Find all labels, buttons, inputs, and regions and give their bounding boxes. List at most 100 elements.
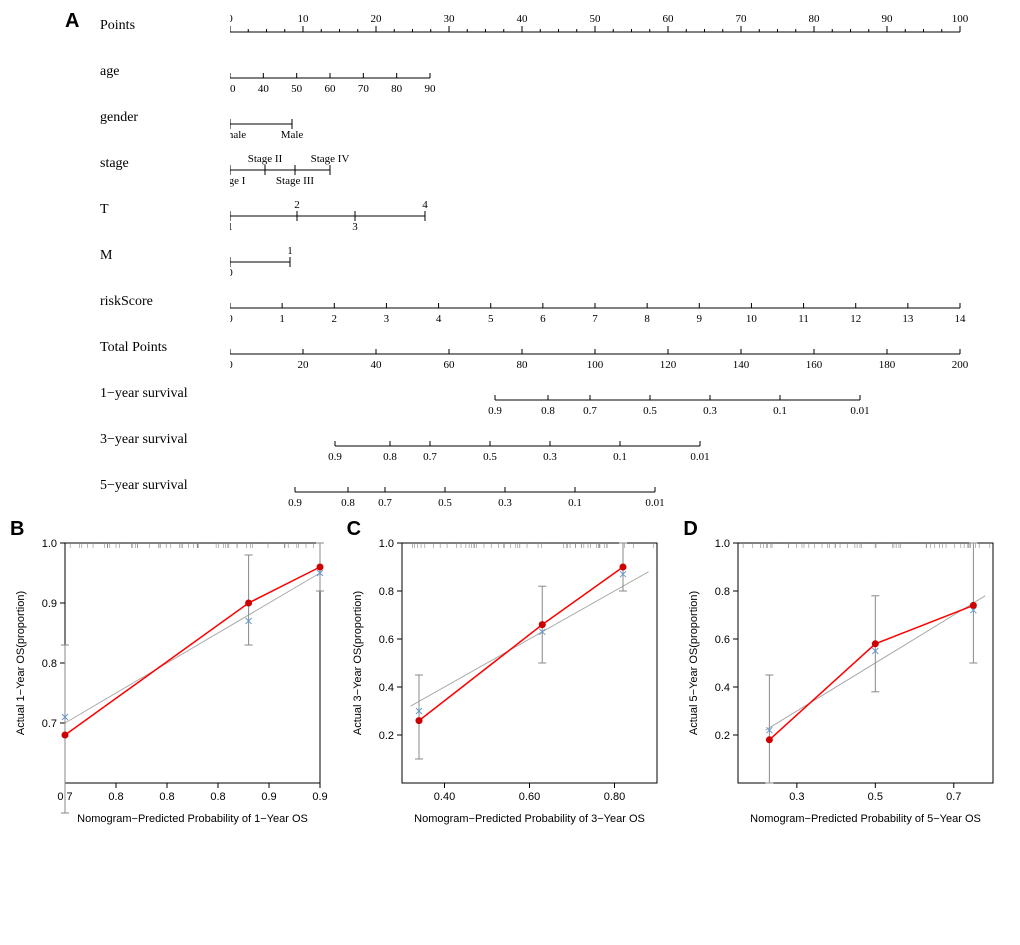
svg-text:80: 80: [517, 359, 529, 371]
svg-text:0: 0: [230, 313, 233, 325]
svg-text:0.5: 0.5: [483, 451, 497, 463]
nomo-row-label: gender: [100, 102, 230, 126]
svg-text:10: 10: [746, 313, 758, 325]
svg-text:50: 50: [590, 13, 602, 25]
svg-text:4: 4: [422, 199, 428, 211]
svg-text:0.4: 0.4: [715, 682, 730, 694]
svg-text:0.5: 0.5: [868, 791, 883, 803]
panel-a-label: A: [65, 10, 79, 33]
svg-text:90: 90: [425, 83, 437, 95]
svg-text:0.8: 0.8: [383, 451, 397, 463]
svg-text:40: 40: [517, 13, 529, 25]
nomo-row-5−year-survival: 5−year survival0.90.80.70.50.30.10.01: [100, 470, 1010, 508]
svg-text:2: 2: [294, 199, 300, 211]
svg-text:0.9: 0.9: [488, 405, 502, 417]
nomo-row-label: Total Points: [100, 332, 230, 356]
svg-text:30: 30: [230, 83, 236, 95]
svg-text:80: 80: [809, 13, 821, 25]
nomo-row-gender: genderFemaleMale: [100, 102, 1010, 140]
svg-text:0.1: 0.1: [613, 451, 627, 463]
svg-text:0.8: 0.8: [378, 586, 393, 598]
svg-text:0.3: 0.3: [790, 791, 805, 803]
panel-label: C: [347, 518, 361, 541]
svg-text:0: 0: [230, 267, 233, 279]
svg-text:100: 100: [952, 13, 969, 25]
svg-text:Stage IV: Stage IV: [311, 153, 350, 165]
svg-text:3: 3: [384, 313, 390, 325]
svg-text:0.1: 0.1: [773, 405, 787, 417]
svg-text:1.0: 1.0: [715, 538, 730, 550]
svg-text:0.3: 0.3: [543, 451, 557, 463]
svg-text:0.01: 0.01: [690, 451, 709, 463]
svg-text:3: 3: [352, 221, 358, 233]
svg-text:9: 9: [697, 313, 703, 325]
svg-text:13: 13: [902, 313, 914, 325]
svg-text:0.9: 0.9: [288, 497, 302, 509]
nomo-row-age: age30405060708090: [100, 56, 1010, 94]
svg-text:0.9: 0.9: [328, 451, 342, 463]
svg-text:0.2: 0.2: [378, 730, 393, 742]
nomo-row-riskscore: riskScore01234567891011121314: [100, 286, 1010, 324]
calibration-row: B0.70.80.80.80.90.90.70.80.91.0Nomogram−…: [10, 518, 1010, 828]
calibration-plot-b: B0.70.80.80.80.90.90.70.80.91.0Nomogram−…: [10, 518, 337, 828]
nomo-row-t: T1234: [100, 194, 1010, 232]
svg-text:0: 0: [230, 359, 233, 371]
calibration-plot-c: C0.400.600.800.20.40.60.81.0Nomogram−Pre…: [347, 518, 674, 828]
nomo-row-label: 5−year survival: [100, 470, 230, 494]
svg-text:0.3: 0.3: [498, 497, 512, 509]
svg-text:Stage I: Stage I: [230, 175, 246, 187]
svg-text:1: 1: [287, 245, 293, 257]
svg-text:Female: Female: [230, 129, 246, 141]
svg-text:2: 2: [332, 313, 338, 325]
svg-text:Actual 5−Year OS(proportion): Actual 5−Year OS(proportion): [688, 591, 700, 735]
svg-text:4: 4: [436, 313, 442, 325]
svg-text:12: 12: [850, 313, 861, 325]
nomo-row-label: Points: [100, 10, 230, 34]
svg-text:140: 140: [733, 359, 750, 371]
calibration-plot-d: D0.30.50.70.20.40.60.81.0Nomogram−Predic…: [683, 518, 1010, 828]
svg-text:0.40: 0.40: [433, 791, 454, 803]
svg-text:8: 8: [644, 313, 650, 325]
nomo-row-label: age: [100, 56, 230, 80]
svg-text:20: 20: [298, 359, 310, 371]
panel-label: D: [683, 518, 697, 541]
svg-text:0.1: 0.1: [568, 497, 582, 509]
svg-text:90: 90: [882, 13, 894, 25]
svg-text:0.9: 0.9: [261, 791, 276, 803]
nomo-row-label: M: [100, 240, 230, 264]
svg-text:10: 10: [298, 13, 310, 25]
svg-text:0.01: 0.01: [645, 497, 664, 509]
svg-text:80: 80: [391, 83, 403, 95]
nomogram: Points0102030405060708090100age304050607…: [100, 10, 1010, 508]
svg-text:0.2: 0.2: [715, 730, 730, 742]
svg-text:Stage II: Stage II: [248, 153, 283, 165]
svg-text:0.8: 0.8: [42, 658, 57, 670]
svg-text:14: 14: [955, 313, 967, 325]
svg-text:0.7: 0.7: [42, 718, 57, 730]
svg-text:30: 30: [444, 13, 456, 25]
svg-text:70: 70: [736, 13, 748, 25]
svg-text:0.80: 0.80: [603, 791, 624, 803]
svg-text:0.4: 0.4: [378, 682, 393, 694]
svg-text:5: 5: [488, 313, 494, 325]
svg-text:0: 0: [230, 13, 233, 25]
svg-text:0.8: 0.8: [715, 586, 730, 598]
svg-text:200: 200: [952, 359, 969, 371]
svg-text:0.9: 0.9: [312, 791, 327, 803]
svg-text:0.9: 0.9: [42, 598, 57, 610]
nomo-row-total-points: Total Points020406080100120140160180200: [100, 332, 1010, 370]
svg-text:0.8: 0.8: [210, 791, 225, 803]
nomo-row-stage: stageStage IStage IIStage IIIStage IV: [100, 148, 1010, 186]
svg-text:120: 120: [660, 359, 677, 371]
panel-label: B: [10, 518, 24, 541]
svg-text:40: 40: [371, 359, 383, 371]
svg-text:100: 100: [587, 359, 604, 371]
svg-text:20: 20: [371, 13, 383, 25]
svg-text:0.3: 0.3: [703, 405, 717, 417]
svg-text:6: 6: [540, 313, 546, 325]
svg-text:0.8: 0.8: [541, 405, 555, 417]
svg-text:60: 60: [444, 359, 456, 371]
svg-text:0.60: 0.60: [518, 791, 539, 803]
svg-text:Actual 3−Year OS(proportion): Actual 3−Year OS(proportion): [352, 591, 364, 735]
svg-text:Nomogram−Predicted Probability: Nomogram−Predicted Probability of 3−Year…: [414, 813, 645, 825]
